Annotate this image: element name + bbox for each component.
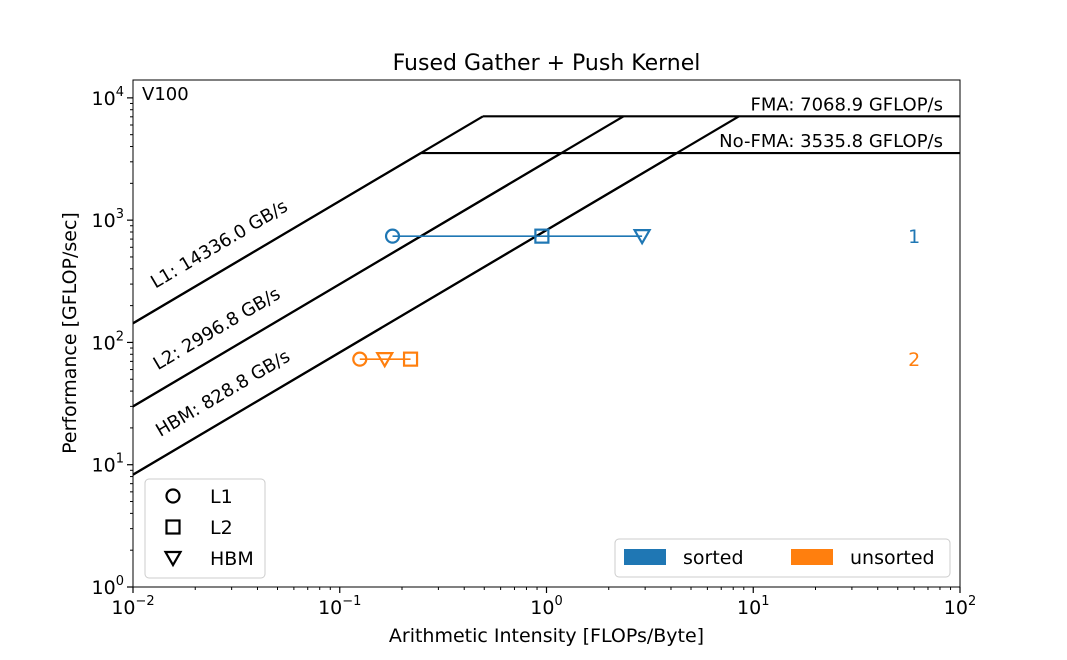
legend-marker-hbm [163, 550, 183, 568]
y-tick-label: 103 [92, 207, 124, 232]
series-index-labels: 12 [908, 226, 920, 371]
bandwidth-roof-line [133, 152, 562, 408]
plot-area [133, 80, 960, 587]
legend-swatch-unsorted [791, 549, 833, 565]
y-axis-label: Performance [GFLOP/sec] [59, 212, 81, 454]
series-index-label: 2 [908, 349, 920, 371]
y-tick-label: 100 [92, 574, 124, 599]
data-point-unsorted-l2 [402, 351, 419, 367]
y-tick-label: 102 [92, 329, 124, 354]
series-legend-label: sorted [683, 547, 744, 569]
bandwidth-roof-line [133, 152, 422, 325]
data-points [352, 228, 652, 369]
x-axis-ticks: 10−2 10−1 100 101 102 [111, 587, 976, 619]
legend-marker-l2 [165, 519, 181, 535]
marker-legend: L1 L2 HBM [144, 478, 266, 579]
data-point-sorted-l2 [534, 228, 550, 244]
series-index-label: 1 [908, 226, 920, 248]
chart-title: Fused Gather + Push Kernel [393, 51, 701, 76]
x-axis-label: Arithmetic Intensity [FLOPs/Byte] [389, 625, 704, 647]
x-tick-label: 100 [530, 594, 562, 619]
compute-ceiling-label: FMA: 7068.9 GFLOP/s [750, 94, 943, 115]
data-point-sorted-hbm [632, 229, 652, 246]
data-point-unsorted-hbm [375, 352, 395, 369]
legend-swatch-sorted [624, 549, 666, 565]
rooflines [133, 115, 960, 476]
marker-legend-label: L2 [210, 517, 233, 539]
data-point-unsorted-l1 [352, 351, 368, 367]
x-tick-label: 10−2 [111, 594, 154, 619]
series-legend-label: unsorted [850, 547, 935, 569]
data-point-sorted-l1 [384, 228, 401, 244]
marker-legend-label: L1 [210, 486, 233, 508]
bandwidth-roof-line [133, 152, 678, 476]
x-tick-label: 101 [737, 594, 769, 619]
marker-legend-box [144, 478, 266, 579]
legend-marker-l1 [165, 488, 181, 504]
y-axis-ticks: 100 101 102 103 104 [92, 85, 133, 599]
y-tick-label: 101 [92, 452, 124, 477]
x-tick-label: 10−1 [318, 594, 361, 619]
device-label: V100 [142, 84, 189, 105]
y-tick-label: 104 [92, 85, 124, 110]
compute-ceiling-label: No-FMA: 3535.8 GFLOP/s [719, 131, 943, 152]
series-legend-box [614, 538, 951, 578]
marker-legend-label: HBM [210, 548, 254, 570]
series-legend: sorted unsorted [614, 538, 951, 578]
x-tick-label: 102 [944, 594, 976, 619]
